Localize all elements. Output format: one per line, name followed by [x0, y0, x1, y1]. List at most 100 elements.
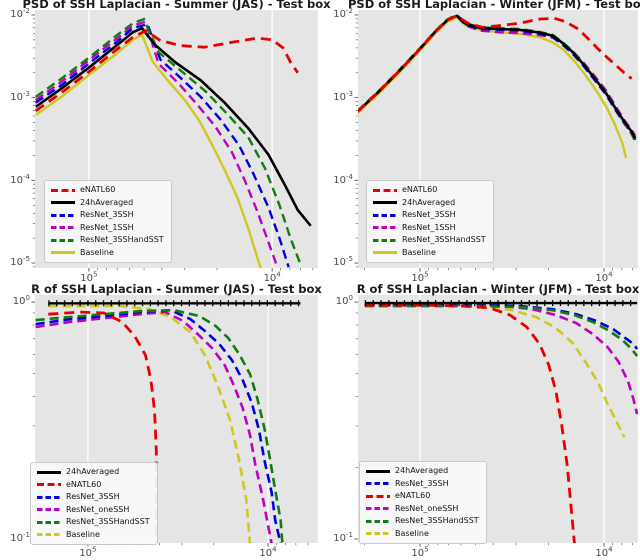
y-tick-label: 10-4: [10, 172, 30, 186]
legend-entry-ResNet_3SSH: ResNet_3SSH: [51, 210, 164, 220]
legend-label: Baseline: [395, 528, 429, 538]
legend-line-swatch: [366, 519, 390, 523]
series-ResNet_3SSHandSST: [35, 308, 284, 543]
y-tick-label: 10-2: [10, 7, 30, 21]
legend-label: ResNet_3SSHandSST: [402, 235, 486, 244]
x-tick-label: 105: [79, 546, 97, 560]
legend-label: eNATL60: [80, 185, 116, 194]
y-tick-label: 10-1: [333, 531, 353, 545]
legend-line-swatch: [37, 520, 61, 524]
legend-line-swatch: [51, 213, 75, 217]
legend-entry-ResNet_3SSH: ResNet_3SSH: [366, 479, 479, 489]
legend-entry-Baseline: Baseline: [51, 248, 164, 258]
legend-line-swatch: [37, 508, 61, 511]
y-tick-label: 100: [335, 294, 353, 308]
legend-r-summer: 24hAveraged eNATL60 ResNet_3SSH ResNet_oneS…: [30, 462, 158, 545]
x-tick-label: 104: [595, 271, 613, 285]
legend-line-swatch: [373, 251, 397, 254]
legend-line-swatch: [37, 533, 61, 536]
legend-line-swatch: [373, 188, 397, 192]
legend-entry-ResNet_1SSH: ResNet_1SSH: [51, 223, 164, 233]
legend-label: ResNet_3SSHandSST: [80, 235, 164, 244]
legend-entry-eNATL60: eNATL60: [373, 185, 486, 195]
legend-line-swatch: [373, 238, 397, 242]
series-ResNet_oneSSH: [35, 310, 273, 543]
series-ResNet_3SSH: [364, 303, 638, 350]
legend-label: ResNet_3SSH: [80, 210, 134, 219]
x-tick-label: 105: [80, 271, 98, 285]
legend-entry-eNATL60: eNATL60: [366, 491, 479, 501]
legend-label: ResNet_3SSHandSST: [66, 517, 150, 526]
legend-line-swatch: [366, 532, 390, 535]
legend-entry-ResNet_3SSHandSST: ResNet_3SSHandSST: [366, 516, 479, 526]
series-eNATL60: [364, 303, 576, 543]
legend-entry-Baseline: Baseline: [37, 530, 150, 540]
series-ResNet_3SSHandSST: [364, 304, 638, 357]
legend-line-swatch: [51, 238, 75, 242]
y-tick-label: 100: [12, 294, 30, 308]
legend-psd-summer: eNATL60 24hAveraged ResNet_3SSH ResNet_1SSH…: [44, 180, 172, 263]
legend-line-swatch: [366, 482, 390, 485]
legend-label: 24hAveraged: [80, 197, 134, 207]
legend-label: Baseline: [402, 247, 436, 257]
legend-line-swatch: [366, 494, 390, 498]
series-ResNet_3SSHandSST: [35, 17, 301, 263]
legend-line-swatch: [51, 251, 75, 254]
legend-label: Baseline: [80, 247, 114, 257]
legend-entry-ResNet_oneSSH: ResNet_oneSSH: [37, 505, 150, 515]
panel-title-psd-summer: PSD of SSH Laplacian - Summer (JAS) - Te…: [22, 0, 331, 11]
series-Baseline: [48, 304, 252, 543]
legend-line-swatch: [37, 470, 61, 474]
legend-label: ResNet_3SSHandSST: [395, 516, 479, 525]
x-tick-label: 105: [411, 546, 429, 560]
legend-line-swatch: [366, 507, 390, 510]
y-tick-label: 10-5: [333, 255, 353, 269]
legend-entry-ResNet_oneSSH: ResNet_oneSSH: [366, 504, 479, 514]
y-tick-label: 10-3: [333, 89, 353, 104]
legend-r-winter: 24hAveraged ResNet_3SSH eNATL60 ResNet_oneS…: [359, 461, 487, 544]
series-ResNet_3SSH: [35, 22, 290, 268]
legend-line-swatch: [37, 483, 61, 486]
series-eNATL60: [35, 29, 299, 113]
legend-entry-ResNet_3SSHandSST: ResNet_3SSHandSST: [373, 235, 486, 245]
legend-entry-24hAveraged: 24hAveraged: [37, 467, 150, 477]
legend-label: eNATL60: [395, 491, 431, 500]
legend-entry-ResNet_3SSHandSST: ResNet_3SSHandSST: [51, 235, 164, 245]
x-tick-label: 105: [411, 271, 429, 285]
legend-entry-ResNet_3SSH: ResNet_3SSH: [37, 492, 150, 502]
panel-title-r-summer: R of SSH Laplacian - Summer (JAS) - Test…: [31, 282, 322, 296]
legend-line-swatch: [51, 226, 75, 229]
legend-label: ResNet_3SSH: [402, 210, 456, 219]
x-tick-label: 104: [263, 271, 281, 285]
legend-line-swatch: [37, 495, 61, 499]
y-tick-label: 10-4: [333, 172, 353, 186]
series-ResNet_3SSH: [35, 308, 282, 543]
legend-entry-eNATL60: eNATL60: [51, 185, 164, 195]
panel-title-r-winter: R of SSH Laplacian - Winter (JFM) - Test…: [356, 282, 640, 296]
panel-title-psd-winter: PSD of SSH Laplacian - Winter (JFM) - Te…: [347, 0, 640, 11]
y-tick-label: 10-2: [333, 7, 353, 21]
legend-line-swatch: [51, 201, 75, 204]
legend-line-swatch: [373, 213, 397, 217]
legend-label: ResNet_oneSSH: [395, 503, 459, 513]
legend-label: ResNet_3SSH: [395, 478, 449, 488]
legend-label: 24hAveraged: [66, 467, 120, 476]
legend-entry-ResNet_3SSH: ResNet_3SSH: [373, 210, 486, 220]
series-Baseline: [35, 33, 262, 268]
legend-label: Baseline: [66, 529, 100, 539]
series-eNATL60: [48, 310, 158, 543]
legend-entry-24hAveraged: 24hAveraged: [373, 198, 486, 208]
legend-entry-Baseline: Baseline: [366, 529, 479, 539]
y-tick-label: 10-5: [10, 255, 30, 269]
legend-label: 24hAveraged: [402, 197, 456, 207]
legend-label: eNATL60: [66, 479, 102, 489]
legend-line-swatch: [373, 201, 397, 204]
legend-entry-ResNet_1SSH: ResNet_1SSH: [373, 223, 486, 233]
y-tick-label: 10-1: [10, 531, 30, 545]
legend-entry-ResNet_3SSHandSST: ResNet_3SSHandSST: [37, 517, 150, 527]
legend-label: eNATL60: [402, 185, 438, 194]
legend-line-swatch: [366, 469, 390, 473]
legend-entry-24hAveraged: 24hAveraged: [366, 466, 479, 476]
legend-line-swatch: [373, 226, 397, 229]
